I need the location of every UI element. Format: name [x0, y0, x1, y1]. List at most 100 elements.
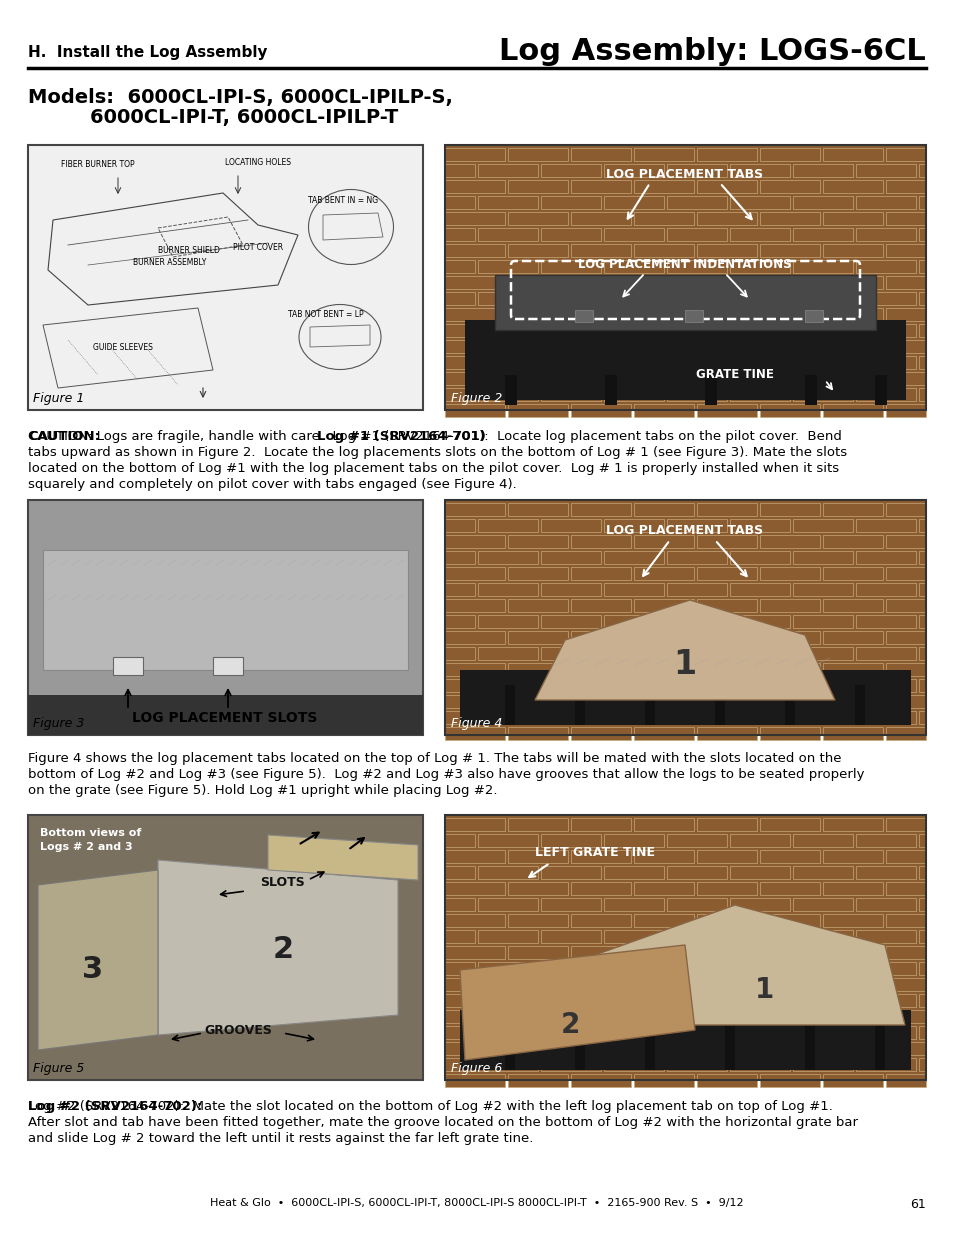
- FancyBboxPatch shape: [918, 520, 925, 532]
- FancyBboxPatch shape: [603, 647, 663, 661]
- FancyBboxPatch shape: [634, 148, 693, 161]
- Text: Figure 4 shows the log placement tabs located on the top of Log # 1. The tabs wi: Figure 4 shows the log placement tabs lo…: [28, 752, 841, 764]
- FancyBboxPatch shape: [918, 1025, 925, 1039]
- FancyBboxPatch shape: [477, 520, 537, 532]
- FancyBboxPatch shape: [507, 404, 567, 417]
- FancyBboxPatch shape: [444, 1025, 475, 1039]
- Text: 3: 3: [82, 955, 104, 985]
- Polygon shape: [535, 600, 834, 700]
- FancyBboxPatch shape: [760, 244, 820, 257]
- FancyBboxPatch shape: [603, 388, 663, 401]
- Text: bottom of Log #2 and Log #3 (see Figure 5).  Log #2 and Log #3 also have grooves: bottom of Log #2 and Log #3 (see Figure …: [28, 768, 863, 781]
- FancyBboxPatch shape: [571, 914, 630, 927]
- FancyBboxPatch shape: [855, 995, 915, 1007]
- FancyBboxPatch shape: [697, 212, 757, 225]
- FancyBboxPatch shape: [885, 818, 925, 831]
- FancyBboxPatch shape: [575, 310, 593, 322]
- FancyBboxPatch shape: [729, 1025, 789, 1039]
- FancyBboxPatch shape: [855, 260, 915, 273]
- FancyBboxPatch shape: [571, 882, 630, 896]
- FancyBboxPatch shape: [666, 583, 726, 596]
- FancyBboxPatch shape: [28, 145, 422, 409]
- FancyBboxPatch shape: [666, 930, 726, 943]
- FancyBboxPatch shape: [571, 534, 630, 548]
- FancyBboxPatch shape: [575, 685, 584, 725]
- FancyBboxPatch shape: [729, 834, 789, 847]
- Text: Logs # 2 and 3: Logs # 2 and 3: [40, 842, 132, 852]
- FancyBboxPatch shape: [540, 1025, 600, 1039]
- FancyBboxPatch shape: [760, 503, 820, 516]
- FancyBboxPatch shape: [603, 898, 663, 910]
- FancyBboxPatch shape: [666, 324, 726, 336]
- FancyBboxPatch shape: [507, 534, 567, 548]
- FancyBboxPatch shape: [603, 711, 663, 724]
- FancyBboxPatch shape: [885, 850, 925, 863]
- FancyBboxPatch shape: [885, 567, 925, 580]
- FancyBboxPatch shape: [444, 308, 504, 320]
- FancyBboxPatch shape: [855, 898, 915, 910]
- FancyBboxPatch shape: [477, 550, 537, 564]
- FancyBboxPatch shape: [444, 663, 504, 675]
- FancyBboxPatch shape: [28, 695, 422, 735]
- FancyBboxPatch shape: [444, 1042, 504, 1055]
- FancyBboxPatch shape: [444, 615, 475, 628]
- Text: TAB NOT BENT = LP: TAB NOT BENT = LP: [288, 310, 363, 319]
- FancyBboxPatch shape: [855, 679, 915, 691]
- FancyBboxPatch shape: [822, 534, 882, 548]
- FancyBboxPatch shape: [507, 1042, 567, 1055]
- FancyBboxPatch shape: [697, 372, 757, 385]
- FancyBboxPatch shape: [822, 727, 882, 740]
- FancyBboxPatch shape: [874, 375, 886, 404]
- Polygon shape: [43, 550, 408, 670]
- FancyBboxPatch shape: [697, 914, 757, 927]
- FancyBboxPatch shape: [760, 1042, 820, 1055]
- FancyBboxPatch shape: [477, 898, 537, 910]
- FancyBboxPatch shape: [822, 404, 882, 417]
- FancyBboxPatch shape: [444, 1058, 475, 1071]
- FancyBboxPatch shape: [729, 679, 789, 691]
- FancyBboxPatch shape: [444, 520, 475, 532]
- FancyBboxPatch shape: [213, 657, 243, 675]
- FancyBboxPatch shape: [822, 599, 882, 612]
- FancyBboxPatch shape: [760, 567, 820, 580]
- FancyBboxPatch shape: [822, 372, 882, 385]
- FancyBboxPatch shape: [666, 550, 726, 564]
- FancyBboxPatch shape: [571, 1009, 630, 1023]
- FancyBboxPatch shape: [792, 260, 852, 273]
- FancyBboxPatch shape: [822, 1042, 882, 1055]
- FancyBboxPatch shape: [804, 1025, 814, 1070]
- FancyBboxPatch shape: [885, 308, 925, 320]
- FancyBboxPatch shape: [540, 195, 600, 209]
- FancyBboxPatch shape: [571, 181, 630, 193]
- FancyBboxPatch shape: [729, 520, 789, 532]
- FancyBboxPatch shape: [918, 550, 925, 564]
- FancyBboxPatch shape: [540, 356, 600, 369]
- FancyBboxPatch shape: [885, 631, 925, 644]
- FancyBboxPatch shape: [729, 647, 789, 661]
- Text: After slot and tab have been fitted together, mate the groove located on the bot: After slot and tab have been fitted toge…: [28, 1116, 857, 1129]
- FancyBboxPatch shape: [444, 340, 504, 353]
- Polygon shape: [158, 860, 397, 1035]
- FancyBboxPatch shape: [792, 550, 852, 564]
- FancyBboxPatch shape: [760, 276, 820, 289]
- FancyBboxPatch shape: [918, 260, 925, 273]
- FancyBboxPatch shape: [571, 244, 630, 257]
- FancyBboxPatch shape: [444, 500, 925, 735]
- FancyBboxPatch shape: [760, 148, 820, 161]
- FancyBboxPatch shape: [792, 995, 852, 1007]
- FancyBboxPatch shape: [885, 244, 925, 257]
- FancyBboxPatch shape: [760, 181, 820, 193]
- FancyBboxPatch shape: [444, 292, 475, 306]
- FancyBboxPatch shape: [571, 978, 630, 991]
- FancyBboxPatch shape: [603, 1025, 663, 1039]
- FancyBboxPatch shape: [28, 500, 422, 735]
- Polygon shape: [268, 835, 417, 880]
- FancyBboxPatch shape: [507, 181, 567, 193]
- Text: Log #2 (SRV2164-702):  Mate the slot located on the bottom of Log #2 with the le: Log #2 (SRV2164-702): Mate the slot loca…: [28, 1100, 832, 1113]
- FancyBboxPatch shape: [507, 148, 567, 161]
- FancyBboxPatch shape: [918, 647, 925, 661]
- FancyBboxPatch shape: [507, 340, 567, 353]
- FancyBboxPatch shape: [697, 244, 757, 257]
- FancyBboxPatch shape: [571, 372, 630, 385]
- FancyBboxPatch shape: [729, 260, 789, 273]
